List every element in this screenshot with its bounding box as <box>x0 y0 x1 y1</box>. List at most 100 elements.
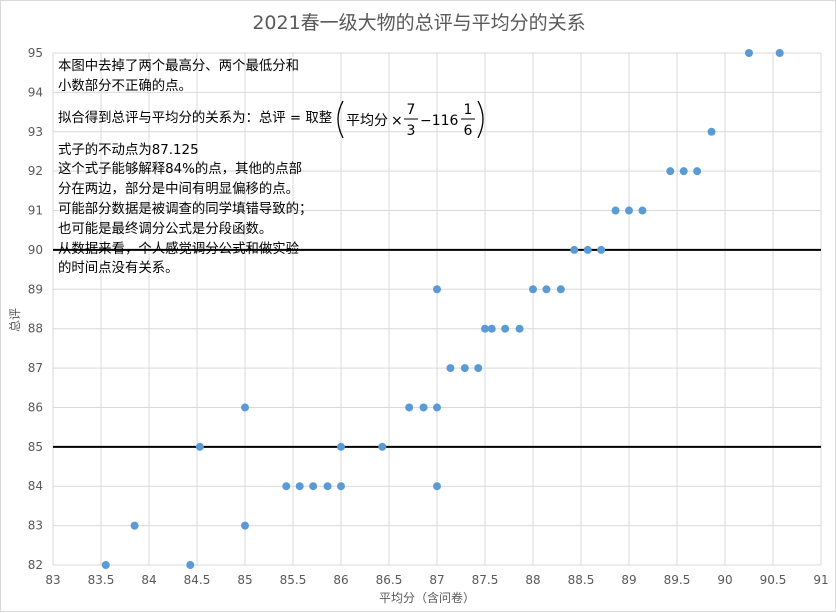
data-point <box>583 245 592 254</box>
data-point <box>295 482 304 491</box>
data-point <box>337 482 345 491</box>
data-point <box>515 324 524 333</box>
formula-minus-term: −116 <box>420 113 459 129</box>
x-tick-label: 85.5 <box>280 573 307 587</box>
data-point <box>570 245 579 254</box>
data-point <box>501 324 510 333</box>
x-axis-label: 平均分（含问卷） <box>379 590 475 605</box>
data-point <box>487 324 496 333</box>
annotation-line: 分在两边，部分是中间有明显偏移的点。 <box>58 182 300 198</box>
data-point <box>433 285 441 294</box>
y-tick-label: 88 <box>28 322 43 336</box>
data-point <box>101 561 110 569</box>
y-tick-label: 90 <box>28 243 43 257</box>
x-tick-label: 87 <box>429 573 444 587</box>
y-axis-label: 总评 <box>8 308 22 332</box>
y-tick-label: 94 <box>28 85 43 99</box>
annotation-line: 本图中去掉了两个最高分、两个最低分和 <box>58 59 300 74</box>
data-point <box>707 127 716 136</box>
data-point <box>323 482 332 491</box>
x-tick-label: 90.5 <box>760 573 787 587</box>
formula-times-sign: × <box>391 113 403 129</box>
data-point <box>556 285 565 294</box>
mixed-fraction-denominator: 6 <box>464 123 473 139</box>
data-point <box>666 167 675 176</box>
formula-prefix: 拟合得到总评与平均分的关系为：总评 = 取整 <box>58 110 333 126</box>
formula-left-paren <box>337 100 344 138</box>
data-point <box>679 167 688 176</box>
y-tick-label: 92 <box>28 164 43 178</box>
annotation-line: 式子的不动点为87.125 <box>58 142 199 158</box>
x-tick-label: 83 <box>45 573 60 587</box>
data-point <box>241 521 249 530</box>
formula-right-paren <box>477 100 484 138</box>
data-point <box>195 442 204 451</box>
annotation-line: 可能部分数据是被调查的同学填错导致的； <box>58 201 313 217</box>
annotation-line: 小数部分不正确的点。 <box>58 78 192 94</box>
y-tick-label: 84 <box>28 479 43 493</box>
y-tick-label: 91 <box>28 204 43 218</box>
data-point <box>186 561 195 569</box>
data-point <box>542 285 551 294</box>
y-tick-label: 89 <box>28 282 43 296</box>
data-point <box>481 324 489 333</box>
data-point <box>130 521 139 530</box>
data-point <box>625 206 633 215</box>
data-point <box>638 206 647 215</box>
annotation-textbox: 本图中去掉了两个最高分、两个最低分和 小数部分不正确的点。 拟合得到总评与平均分… <box>58 57 484 279</box>
data-point <box>309 482 318 491</box>
x-tick-label: 84.5 <box>184 573 211 587</box>
x-tick-label: 87.5 <box>472 573 499 587</box>
data-point <box>529 285 537 294</box>
y-tick-label: 86 <box>28 400 43 414</box>
y-tick-label: 83 <box>28 519 43 533</box>
annotation-line: 从数据来看，个人感觉调分公式和做实验 <box>58 241 300 257</box>
x-tick-label: 91 <box>813 573 828 587</box>
x-axis-ticks: 83 83.5 84 84.5 85 85.5 86 86.5 87 87.5 88 88.5 89 89… <box>45 573 828 587</box>
y-tick-label: 82 <box>28 558 43 572</box>
y-tick-label: 85 <box>28 440 43 454</box>
x-tick-label: 88 <box>525 573 540 587</box>
y-tick-label: 93 <box>28 125 43 139</box>
data-points <box>101 49 784 569</box>
x-tick-label: 89 <box>621 573 636 587</box>
x-tick-label: 88.5 <box>568 573 595 587</box>
data-point <box>474 364 483 373</box>
data-point <box>597 245 606 254</box>
data-point <box>378 442 387 451</box>
x-tick-label: 86 <box>333 573 348 587</box>
data-point <box>419 403 428 412</box>
formula: 拟合得到总评与平均分的关系为：总评 = 取整 平均分 × 7 3 −116 1 … <box>58 97 484 141</box>
x-tick-label: 85 <box>237 573 252 587</box>
data-point <box>693 167 702 176</box>
reference-lines <box>53 248 821 448</box>
mixed-fraction-numerator: 1 <box>464 102 473 118</box>
data-point <box>745 49 753 57</box>
data-point <box>282 482 291 491</box>
x-tick-label: 90 <box>717 573 732 587</box>
data-point <box>460 364 469 373</box>
y-tick-label: 95 <box>28 46 43 60</box>
data-point <box>446 364 455 373</box>
chart-title: 2021春一级大物的总评与平均分的关系 <box>252 12 585 34</box>
data-point <box>241 403 249 412</box>
y-tick-label: 87 <box>28 361 43 375</box>
fraction-numerator: 7 <box>407 102 416 118</box>
data-point <box>337 442 345 451</box>
x-tick-label: 86.5 <box>376 573 403 587</box>
x-tick-label: 89.5 <box>664 573 691 587</box>
annotation-line: 这个式子能够解释84%的点，其他的点部 <box>58 162 303 178</box>
annotation-line: 也可能是最终调分公式是分段函数。 <box>58 221 273 237</box>
data-point <box>433 403 441 412</box>
data-point <box>611 206 620 215</box>
data-point <box>775 49 784 57</box>
fraction-denominator: 3 <box>407 123 416 139</box>
x-tick-label: 83.5 <box>88 573 115 587</box>
annotation-line: 的时间点没有关系。 <box>58 261 179 277</box>
formula-expression: 平均分 × 7 3 −116 1 6 <box>337 100 484 139</box>
formula-variable: 平均分 <box>346 113 388 129</box>
data-point <box>433 482 441 491</box>
gridlines <box>52 52 822 566</box>
